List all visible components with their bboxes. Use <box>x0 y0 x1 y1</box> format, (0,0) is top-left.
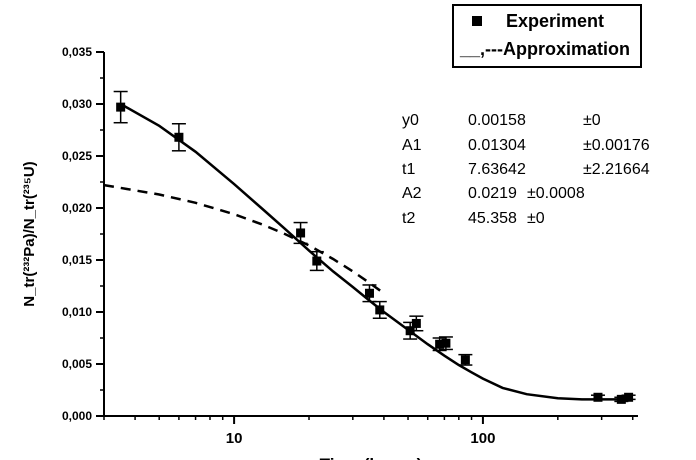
data-point <box>435 339 445 349</box>
param-name: A2 <box>402 185 422 202</box>
data-point <box>364 288 374 298</box>
data-point <box>616 394 626 404</box>
data-point <box>312 256 322 266</box>
data-point <box>624 392 634 402</box>
x-tick-label: 10 <box>226 430 243 447</box>
param-error: ±0 <box>583 112 601 129</box>
y-tick-label: 0,030 <box>62 97 92 111</box>
y-tick-label: 0,015 <box>62 253 92 267</box>
y-tick-label: 0,010 <box>62 305 92 319</box>
param-name: t2 <box>402 210 416 227</box>
param-error: ±0.0008 <box>527 185 585 202</box>
legend-label-experiment: Experiment <box>506 11 605 31</box>
x-axis-title: Time (hours) <box>320 455 423 460</box>
square-marker-icon <box>472 16 482 26</box>
y-tick-label: 0,020 <box>62 201 92 215</box>
param-name: A1 <box>402 137 422 154</box>
param-value: 0.0219 <box>468 185 517 202</box>
data-point <box>174 132 184 142</box>
param-error: ±0.00176 <box>583 137 650 154</box>
approximation-solid-line <box>120 102 633 401</box>
data-point <box>441 338 451 348</box>
y-tick-label: 0,035 <box>62 45 92 59</box>
y-tick-label: 0,005 <box>62 357 92 371</box>
y-tick-label: 0,000 <box>62 409 92 423</box>
legend: Experiment __,---Approximation <box>452 4 642 68</box>
x-tick-label: 100 <box>470 430 495 447</box>
param-error: ±2.21664 <box>583 161 650 178</box>
data-point <box>593 392 603 402</box>
param-value: 45.358 <box>468 210 517 227</box>
param-name: t1 <box>402 161 416 178</box>
param-value: 7.63642 <box>468 161 526 178</box>
y-axis-title: N_tr(²³²Pa)/N_tr(²³⁵U) <box>21 161 38 306</box>
y-tick-label: 0,025 <box>62 149 92 163</box>
data-point <box>411 318 421 328</box>
data-point <box>296 228 306 238</box>
param-value: 0.00158 <box>468 112 526 129</box>
data-point <box>460 355 470 365</box>
param-value: 0.01304 <box>468 137 526 154</box>
approximation-dashed-line <box>103 183 385 295</box>
legend-label-approximation: __,---Approximation <box>460 39 631 59</box>
param-error: ±0 <box>527 210 545 227</box>
data-point <box>375 305 385 315</box>
data-point <box>116 102 126 112</box>
param-name: y0 <box>402 112 419 129</box>
